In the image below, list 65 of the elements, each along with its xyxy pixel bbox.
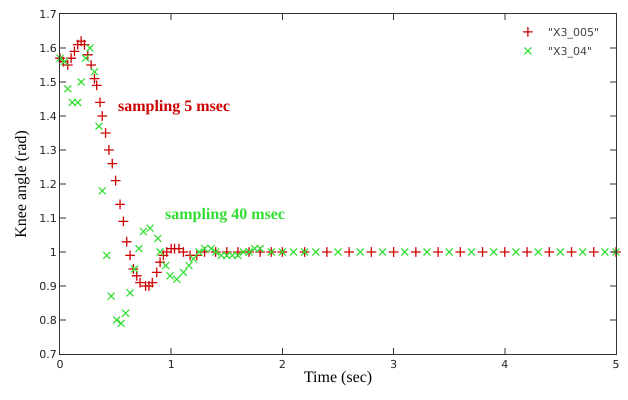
- point: [156, 248, 164, 256]
- point: [512, 248, 520, 256]
- point: [146, 224, 154, 232]
- point: [161, 261, 170, 270]
- point: [107, 292, 116, 300]
- y-tick-label: 0.9: [39, 280, 57, 293]
- point: [467, 248, 476, 256]
- point: [154, 234, 162, 243]
- point: [112, 316, 121, 324]
- point: [166, 272, 174, 280]
- y-axis-title: Knee angle (rad): [13, 130, 30, 238]
- point: [64, 84, 72, 93]
- point: [102, 251, 111, 260]
- x-tick-label: 0: [56, 358, 64, 372]
- point: [130, 264, 139, 274]
- point: [400, 248, 409, 256]
- point: [76, 78, 86, 86]
- point: [126, 288, 134, 297]
- x-tick-label: 2: [278, 358, 286, 372]
- y-tick-label: 1.2: [39, 178, 57, 191]
- y-tick-label: 1.6: [39, 42, 57, 55]
- point: [172, 275, 181, 284]
- point: [289, 248, 298, 256]
- point: [312, 248, 320, 256]
- x-tick-label: 3: [390, 358, 398, 372]
- y-tick-label: 1: [50, 246, 57, 259]
- point: [90, 68, 99, 76]
- point: [60, 57, 69, 66]
- point: [134, 244, 144, 253]
- point: [334, 248, 342, 256]
- y-tick-label: 0.7: [39, 348, 57, 361]
- point: [94, 122, 104, 130]
- point: [117, 319, 126, 328]
- x-tick-label: 4: [501, 358, 508, 372]
- annotation: sampling 5 msec: [118, 98, 230, 115]
- point: [139, 227, 148, 236]
- point: [600, 248, 610, 256]
- y-tick-label: 0.8: [39, 314, 57, 327]
- point: [194, 248, 204, 256]
- point: [121, 309, 130, 318]
- point: [578, 248, 587, 256]
- y-tick-label: 1.3: [39, 144, 57, 157]
- legend-label: "X3_04": [548, 45, 592, 58]
- point: [86, 44, 94, 52]
- y-tick-label: 1.5: [39, 76, 57, 89]
- y-tick-label: 1.4: [39, 110, 57, 123]
- point: [98, 186, 106, 195]
- point: [81, 54, 90, 62]
- point: [534, 248, 542, 256]
- point: [356, 248, 364, 256]
- point: [556, 248, 565, 256]
- x-axis-title: Time (sec): [304, 368, 372, 386]
- x-tick-label: 1: [168, 358, 175, 372]
- point: [378, 248, 387, 256]
- annotation: sampling 40 msec: [165, 206, 285, 223]
- y-tick-label: 1.1: [39, 212, 57, 225]
- x-tick-label: 5: [612, 358, 620, 372]
- point: [179, 268, 188, 277]
- legend-label: "X3_005": [548, 26, 600, 40]
- point: [422, 248, 432, 256]
- point: [445, 248, 454, 256]
- y-tick-label: 1.7: [39, 8, 57, 21]
- point: [189, 254, 198, 263]
- point: [490, 248, 498, 256]
- point: [184, 261, 194, 270]
